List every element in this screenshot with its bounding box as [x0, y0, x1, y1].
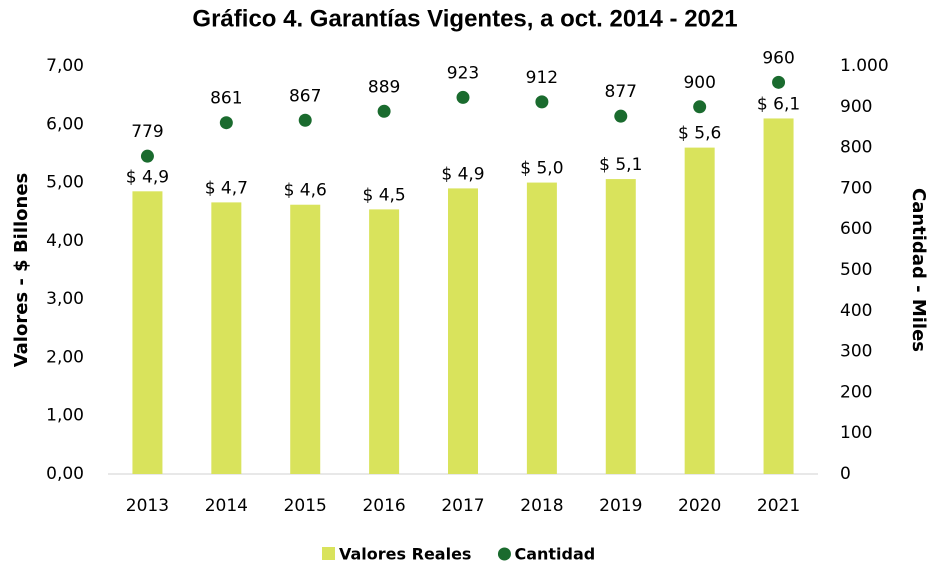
point: [219, 116, 233, 130]
bar: [132, 191, 163, 475]
y-tick-label: 4,00: [46, 231, 84, 251]
x-tick-label: 2015: [284, 496, 327, 516]
bar: [605, 179, 636, 474]
point-label: 923: [447, 63, 479, 83]
legend-label: Valores Reales: [339, 545, 471, 564]
bar: [369, 209, 400, 474]
y-tick-label: 0,00: [46, 464, 84, 484]
y2-tick-label: 600: [840, 219, 872, 239]
x-tick-label: 2014: [205, 496, 248, 516]
point: [456, 90, 470, 104]
y-tick-label: 2,00: [46, 347, 84, 367]
y-axis-label: Valores - $ Billones: [11, 173, 32, 368]
point-label: 889: [368, 77, 400, 97]
y-tick-label: 3,00: [46, 289, 84, 309]
y2-tick-label: 200: [840, 382, 872, 402]
point-label: 779: [131, 122, 163, 142]
legend-label: Cantidad: [514, 545, 595, 564]
point: [535, 95, 549, 109]
x-tick-label: 2020: [678, 496, 721, 516]
y-tick-label: 6,00: [46, 114, 84, 134]
chart-title: Gráfico 4. Garantías Vigentes, a oct. 20…: [192, 5, 737, 32]
y2-tick-label: 400: [840, 301, 872, 321]
x-tick-label: 2019: [599, 496, 642, 516]
y2-axis-label: Cantidad - Miles: [908, 188, 929, 352]
point: [377, 104, 391, 118]
bar-label: $ 4,5: [362, 185, 405, 205]
y2-tick-label: 500: [840, 260, 872, 280]
point: [298, 113, 312, 127]
x-tick-label: 2021: [757, 496, 800, 516]
point-label: 867: [289, 86, 321, 106]
y2-tick-label: 800: [840, 138, 872, 158]
bar-label: $ 5,6: [678, 124, 721, 144]
y2-tick-label: 900: [840, 97, 872, 117]
point-label: 912: [526, 68, 558, 88]
x-tick-label: 2017: [441, 496, 484, 516]
bar: [290, 204, 321, 474]
point: [772, 75, 786, 89]
point-label: 877: [605, 82, 637, 102]
point-label: 960: [762, 48, 794, 68]
bar: [211, 202, 242, 475]
bar-label: $ 5,0: [520, 159, 563, 179]
bar-label: $ 4,9: [126, 167, 169, 187]
legend-swatch: [497, 547, 511, 561]
bar-label: $ 6,1: [757, 94, 800, 114]
x-tick-label: 2016: [362, 496, 405, 516]
y2-tick-label: 0: [840, 464, 851, 484]
y-tick-label: 7,00: [46, 56, 84, 76]
y2-tick-label: 700: [840, 178, 872, 198]
y-tick-label: 5,00: [46, 173, 84, 193]
point: [614, 109, 628, 123]
x-tick-label: 2013: [126, 496, 169, 516]
bar: [763, 118, 794, 474]
point-label: 900: [683, 73, 715, 93]
y2-tick-label: 1.000: [840, 56, 889, 76]
bar-label: $ 4,7: [205, 178, 248, 198]
y2-tick-label: 300: [840, 342, 872, 362]
bar-label: $ 4,6: [284, 181, 327, 201]
bar-label: $ 4,9: [441, 164, 484, 184]
x-tick-label: 2018: [520, 496, 563, 516]
y-tick-label: 1,00: [46, 406, 84, 426]
point-label: 861: [210, 89, 242, 109]
bar: [526, 182, 557, 475]
point: [693, 100, 707, 114]
bar: [448, 188, 478, 474]
y2-tick-label: 100: [840, 423, 872, 443]
point: [140, 149, 154, 163]
bar: [684, 147, 715, 474]
legend-swatch: [322, 547, 335, 560]
bar-label: $ 5,1: [599, 155, 642, 175]
